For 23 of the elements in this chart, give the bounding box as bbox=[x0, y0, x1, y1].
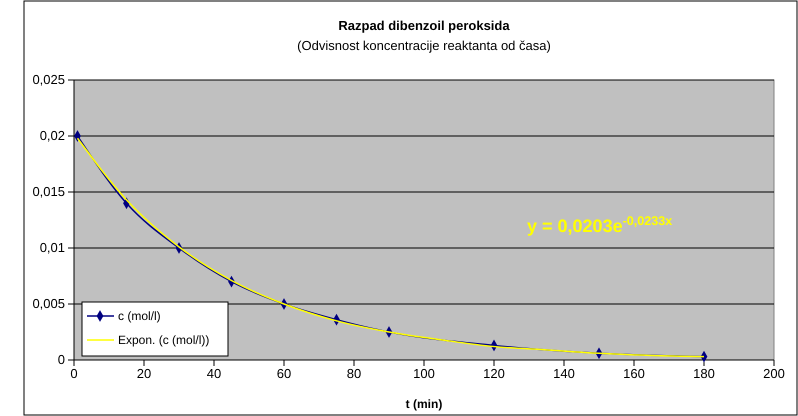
y-tick-label: 0,015 bbox=[32, 184, 65, 200]
x-tick-label: 120 bbox=[483, 366, 505, 382]
x-tick-label: 100 bbox=[413, 366, 435, 382]
x-tick-label: 60 bbox=[276, 366, 292, 382]
x-tick-label: 0 bbox=[70, 366, 78, 382]
y-tick-label: 0,025 bbox=[32, 72, 65, 88]
x-tick-label: 80 bbox=[346, 366, 362, 382]
x-tick-label: 180 bbox=[693, 366, 715, 382]
y-tick-label: 0,005 bbox=[32, 296, 65, 312]
x-tick-label: 40 bbox=[206, 366, 222, 382]
annotation: y = 0,0203e$^{-0,0233x}$ bbox=[527, 214, 672, 236]
y-tick-label: 0,01 bbox=[40, 240, 65, 256]
y-tick-label: 0 bbox=[58, 352, 65, 368]
legend-label: Expon. (c (mol/l)) bbox=[118, 333, 210, 347]
x-tick-label: 200 bbox=[763, 366, 785, 382]
x-tick-label: 20 bbox=[136, 366, 152, 382]
chart-title: Razpad dibenzoil peroksida bbox=[338, 18, 510, 33]
x-tick-label: 140 bbox=[553, 366, 575, 382]
x-axis-title: t (min) bbox=[406, 397, 442, 411]
x-tick-label: 160 bbox=[623, 366, 645, 382]
legend-label: c (mol/l) bbox=[118, 309, 161, 323]
y-tick-label: 0,02 bbox=[40, 128, 65, 144]
chart-subtitle: (Odvisnost koncentracije reaktanta od časa) bbox=[297, 38, 551, 53]
